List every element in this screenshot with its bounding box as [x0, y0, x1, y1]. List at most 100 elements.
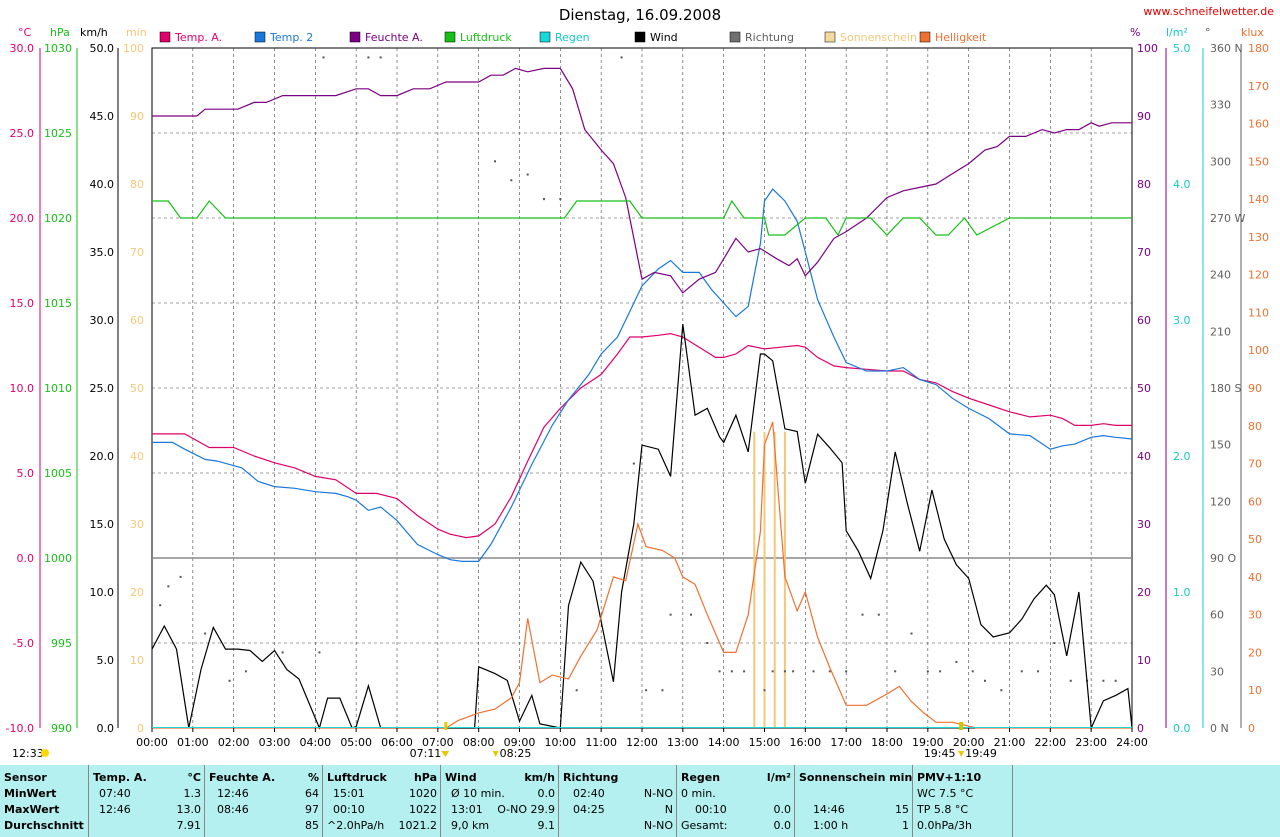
axis-tick-sun: 90 — [130, 110, 144, 123]
direction-point — [632, 462, 635, 465]
stats-unit-temp: °C — [187, 771, 201, 784]
stats-header-wind: Wind — [445, 771, 477, 784]
stats-col-dir: Richtung 02:40 N-NO 04:25 N N-NO — [558, 765, 677, 837]
axis-tick-dir: 270 W — [1210, 212, 1245, 225]
sunset-marker — [958, 751, 965, 757]
stats-value: 13.0 — [176, 803, 202, 816]
stats-value: 0.0 — [537, 787, 556, 800]
direction-point — [669, 613, 672, 616]
axis-tick-light: 90 — [1248, 382, 1262, 395]
stats-time: Gesamt: — [681, 819, 728, 832]
axis-tick-temp: 25.0 — [10, 127, 35, 140]
stats-unit-wind: km/h — [524, 771, 555, 784]
legend-label: Richtung — [745, 31, 794, 44]
axis-tick-wind: 40.0 — [90, 178, 115, 191]
sunset-tick — [959, 722, 964, 730]
x-tick-label: 02:00 — [218, 736, 250, 749]
x-tick-label: 00:00 — [136, 736, 168, 749]
sunset-label: 19:49 — [965, 747, 997, 760]
axis-unit: ° — [1205, 26, 1211, 39]
axis-tick-light: 140 — [1248, 193, 1269, 206]
x-tick-label: 20:00 — [953, 736, 985, 749]
stats-value: 1020 — [409, 787, 437, 800]
x-tick-label: 15:00 — [749, 736, 781, 749]
direction-point — [575, 689, 578, 692]
axis-tick-sun: 40 — [130, 450, 144, 463]
axis-tick-light: 150 — [1248, 155, 1269, 168]
axis-tick-rain: 2.0 — [1173, 450, 1191, 463]
direction-point — [1020, 670, 1023, 673]
direction-point — [1000, 689, 1003, 692]
axis-tick-light: 120 — [1248, 269, 1269, 282]
axis-tick-pressure: 990 — [51, 722, 72, 735]
axis-tick-dir: 240 — [1210, 269, 1231, 282]
stats-time: 07:40 — [99, 787, 131, 800]
direction-point — [526, 173, 529, 176]
stats-col-sensor: Sensor MinWert MaxWert Durchschnitt — [0, 765, 88, 837]
stats-header-sun: Sonnenschein min — [799, 771, 913, 784]
chart-title: Dienstag, 16.09.2008 — [559, 6, 721, 24]
stats-value: 97 — [305, 803, 319, 816]
axis-tick-light: 180 — [1248, 42, 1269, 55]
axis-unit: km/h — [80, 26, 108, 39]
axis-tick-pressure: 1025 — [44, 127, 72, 140]
legend-swatch — [634, 31, 646, 43]
legend-label: Temp. 2 — [269, 31, 313, 44]
x-tick-label: 19:00 — [912, 736, 944, 749]
axis-tick-humid: 0 — [1137, 722, 1144, 735]
stats-value: O-NO 29.9 — [497, 803, 555, 816]
direction-point — [877, 613, 880, 616]
stats-time: 00:10 — [333, 803, 365, 816]
axis-tick-dir: 330 — [1210, 99, 1231, 112]
stats-value: TP 5.8 °C — [917, 803, 969, 816]
x-tick-label: 04:00 — [299, 736, 331, 749]
x-tick-label: 16:00 — [789, 736, 821, 749]
axes: 30.025.020.015.010.05.00.0-5.0-10.010301… — [6, 26, 1269, 735]
stats-value: 1.3 — [183, 787, 202, 800]
axis-tick-temp: 15.0 — [10, 297, 35, 310]
stats-col-wind: Wind km/h Ø 10 min. 0.0 13:01 O-NO 29.9 9,0… — [440, 765, 559, 837]
temp-a-line — [152, 332, 1132, 539]
sun-event-marker — [492, 751, 499, 757]
axis-tick-light: 20 — [1248, 646, 1262, 659]
axis-tick-wind: 20.0 — [90, 450, 115, 463]
sunrise-label: 07:11 — [410, 747, 442, 760]
legend-swatch — [159, 31, 171, 43]
direction-point — [783, 670, 786, 673]
axis-tick-light: 40 — [1248, 571, 1262, 584]
humidity-line — [152, 67, 1132, 294]
direction-point — [718, 670, 721, 673]
legend-label: Temp. A. — [174, 31, 222, 44]
axis-tick-wind: 10.0 — [90, 586, 115, 599]
direction-point — [510, 179, 513, 182]
stats-value: 64 — [305, 787, 319, 800]
x-tick-label: 18:00 — [871, 736, 903, 749]
direction-point — [894, 670, 897, 673]
site-link[interactable]: www.schneifelwetter.de — [1143, 5, 1274, 18]
axis-tick-pressure: 1030 — [44, 42, 72, 55]
stats-time: 00:10 — [695, 803, 727, 816]
axis-tick-sun: 0 — [137, 722, 144, 735]
axis-tick-light: 10 — [1248, 684, 1262, 697]
axis-unit: % — [1130, 26, 1140, 39]
stats-time: 12:46 — [217, 787, 249, 800]
stats-header-sensor: Sensor — [4, 771, 47, 784]
direction-point — [1069, 679, 1072, 682]
axis-tick-wind: 35.0 — [90, 246, 115, 259]
axis-tick-humid: 20 — [1137, 586, 1151, 599]
stats-col-temp: Temp. A. °C 07:40 1.3 12:46 13.0 7.91 — [88, 765, 205, 837]
direction-point — [845, 670, 848, 673]
direction-point — [1114, 679, 1117, 682]
axis-tick-pressure: 1010 — [44, 382, 72, 395]
direction-point — [926, 670, 929, 673]
stats-value: 1 — [902, 819, 909, 832]
stats-col-rain: Regen l/m² 0 min. 00:10 0.0 Gesamt: 0.0 — [676, 765, 795, 837]
axis-unit: min — [126, 26, 147, 39]
axis-tick-wind: 25.0 — [90, 382, 115, 395]
sunset-label: 19:45 — [924, 747, 956, 760]
axis-tick-wind: 15.0 — [90, 518, 115, 531]
direction-point — [281, 651, 284, 654]
stats-value: 1021.2 — [398, 819, 438, 832]
direction-point — [645, 689, 648, 692]
x-tick-label: 11:00 — [585, 736, 617, 749]
